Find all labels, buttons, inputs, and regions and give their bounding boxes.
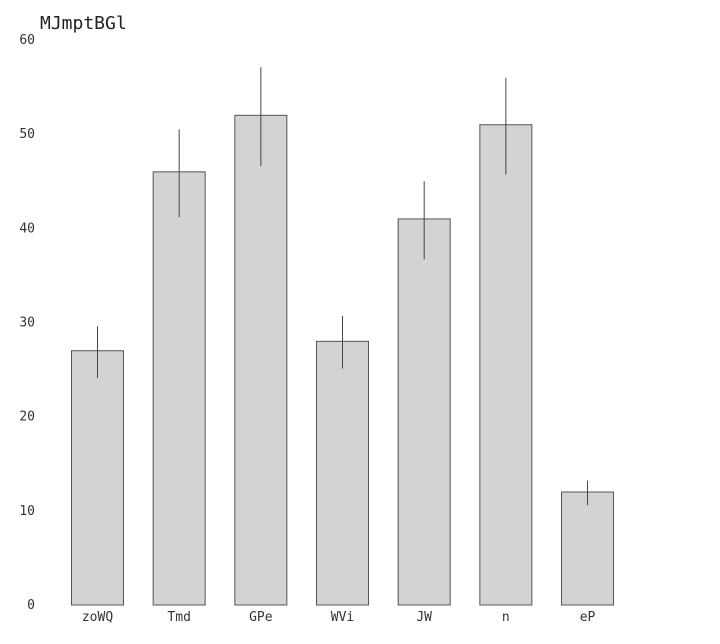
- x-tick-label-zoWQ: zoWQ: [82, 610, 113, 625]
- bar-eP: [561, 491, 615, 606]
- bar-GPe: [234, 114, 288, 606]
- x-axis-ticks: zoWQ Tmd GPe WVi JW n eP: [82, 610, 596, 625]
- y-tick-label: 30: [19, 316, 35, 331]
- y-tick-label: 50: [19, 127, 35, 142]
- bar-JW: [397, 218, 451, 606]
- y-tick-label: 60: [19, 33, 35, 48]
- y-tick-label: 10: [19, 504, 35, 519]
- chart-title: MJmptBGl: [40, 13, 127, 34]
- x-tick-label-Tmd: Tmd: [167, 610, 190, 625]
- bars-group: [71, 114, 615, 606]
- x-tick-label-JW: JW: [416, 610, 432, 625]
- x-tick-label-GPe: GPe: [249, 610, 273, 625]
- x-tick-label-n: n: [502, 610, 510, 625]
- error-bars-group: [97, 67, 589, 506]
- y-axis-ticks: 0 10 20 30 40 50 60: [19, 33, 35, 613]
- bar-Tmd: [152, 171, 206, 606]
- bar-zoWQ: [71, 350, 124, 606]
- bar-WVi: [316, 340, 370, 606]
- y-tick-label: 0: [27, 598, 35, 613]
- y-tick-label: 40: [19, 221, 35, 236]
- x-tick-label-eP: eP: [580, 610, 596, 625]
- x-tick-label-WVi: WVi: [331, 610, 354, 625]
- bar-n: [479, 124, 533, 606]
- y-tick-label: 20: [19, 410, 35, 425]
